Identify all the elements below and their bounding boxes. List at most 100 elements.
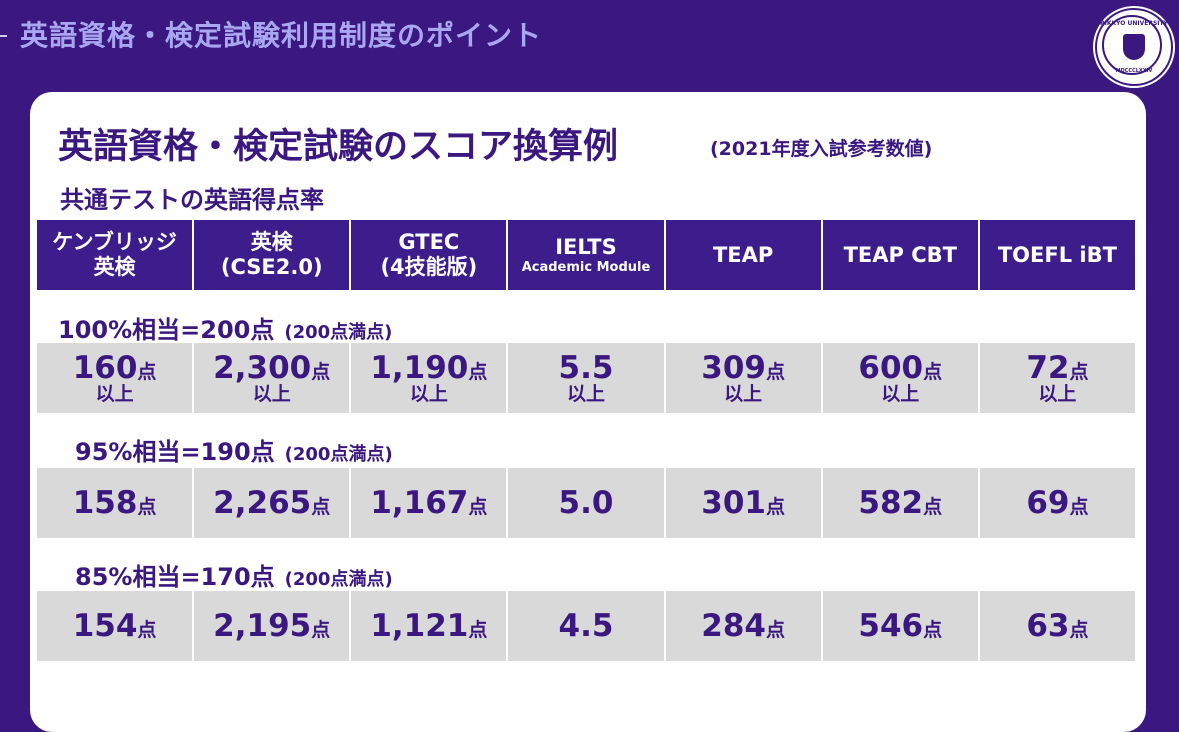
value-line: 284点 [701,610,785,642]
value-line: 2,300点 [213,352,330,384]
value-line: 600点 [858,352,942,384]
value: 582 [858,485,924,521]
logo-ring [1102,15,1162,75]
value-line: 546点 [858,610,942,642]
value-unit: 点 [1069,496,1089,518]
value-line: 1,121点 [370,610,487,642]
value-line: 154点 [73,610,157,642]
card-title: 英語資格・検定試験のスコア換算例 [58,127,619,167]
value-cell: 5.0 [508,468,664,538]
value-unit: 点 [1069,619,1089,641]
value-note: 以上 [95,383,134,405]
value: 2,265 [213,485,312,521]
value: 69 [1026,485,1070,521]
value-cell: 63点 [979,591,1135,661]
header-line: (4技能版) [380,255,478,279]
value-line: 309点 [701,352,785,384]
value-cell: 2,195点 [194,591,350,661]
value: 160 [72,350,138,386]
value-line: 1,190点 [370,352,487,384]
section-label-note: (200点満点) [284,322,393,343]
value: 600 [858,350,924,386]
header-sub: Academic Module [521,259,651,275]
value-note: 以上 [881,383,920,405]
accent-dash [0,35,7,37]
section-label: 85%相当=170点 (200点満点) [75,557,393,592]
value-note: 以上 [409,383,448,405]
value-unit: 点 [468,361,488,383]
value-unit: 点 [311,496,331,518]
value-cell: 160点 以上 [37,343,193,413]
value: 1,121 [370,608,469,644]
section-label: 95%相当=190点 (200点満点) [75,432,393,467]
section-label-text: 95%相当=190点 [75,438,275,466]
header-cell: IELTS Academic Module [508,220,664,290]
value-cell: 301点 [665,468,821,538]
value: 2,300 [213,350,312,386]
header-cell: TEAP CBT [822,220,978,290]
card-subtitle: 共通テストの英語得点率 [60,186,324,214]
value-unit: 点 [311,361,331,383]
value-cell: 5.5 以上 [508,343,664,413]
value-line: 5.0 [559,487,614,519]
value: 5.0 [558,485,614,521]
value-line: 158点 [73,487,157,519]
header-line: GTEC [398,230,460,254]
value-line: 160点 [73,352,157,384]
value: 154 [72,608,138,644]
value-line: 63点 [1026,610,1088,642]
value-cell: 2,265点 [194,468,350,538]
value-unit: 点 [923,496,943,518]
logo-shield [1123,34,1145,60]
header-cell: TEAP [665,220,821,290]
value-line: 72点 [1026,352,1088,384]
value-cell: 284点 [665,591,821,661]
logo: RIKKYO UNIVERSITY MDCCCLXXIV [1095,8,1173,86]
page-title: 英語資格・検定試験利用制度のポイント [20,19,543,52]
page: 英語資格・検定試験利用制度のポイント RIKKYO UNIVERSITY MDC… [0,8,1173,732]
header-cell: GTEC (4技能版) [351,220,507,290]
section-label: 100%相当=200点 (200点満点) [58,310,392,345]
value-unit: 点 [137,496,157,518]
section-label-note: (200点満点) [284,569,393,590]
header-line: (CSE2.0) [220,255,323,279]
value: 72 [1026,350,1070,386]
value-cell: 546点 [822,591,978,661]
value-cell: 4.5 [508,591,664,661]
header-line: IELTS [555,234,617,259]
value-note: 以上 [724,383,763,405]
value-line: 301点 [701,487,785,519]
header-line: TOEFL iBT [997,242,1117,267]
value-unit: 点 [923,361,943,383]
value: 284 [701,608,766,644]
value-line: 69点 [1026,487,1088,519]
value-unit: 点 [137,619,157,641]
value-line: 2,265点 [213,487,330,519]
logo-text: RIKKYO UNIVERSITY [1100,20,1168,27]
value-note: 以上 [566,383,605,405]
value: 1,167 [370,485,469,521]
value-cell: 2,300点 以上 [194,343,350,413]
value-line: 4.5 [559,610,614,642]
value: 2,195 [213,608,312,644]
value-unit: 点 [765,361,785,383]
value-cell: 600点 以上 [822,343,978,413]
value-line: 1,167点 [370,487,487,519]
value-cell: 158点 [37,468,193,538]
value-note: 以上 [252,383,291,405]
value-cell: 72点 以上 [979,343,1135,413]
value: 158 [72,485,138,521]
value: 5.5 [558,350,614,386]
value-unit: 点 [765,619,785,641]
value-cell: 1,167点 [351,468,507,538]
section-label-text: 100%相当=200点 [58,316,275,344]
value-line: 5.5 [559,352,614,384]
header-cell: ケンブリッジ 英検 [37,220,193,290]
value: 1,190 [370,350,469,386]
header-cell: 英検 (CSE2.0) [194,220,350,290]
header-line: 英検 [250,230,293,254]
value-cell: 582点 [822,468,978,538]
value: 309 [701,350,766,386]
header-line: ケンブリッジ [52,230,177,254]
value-cell: 1,190点 以上 [351,343,507,413]
